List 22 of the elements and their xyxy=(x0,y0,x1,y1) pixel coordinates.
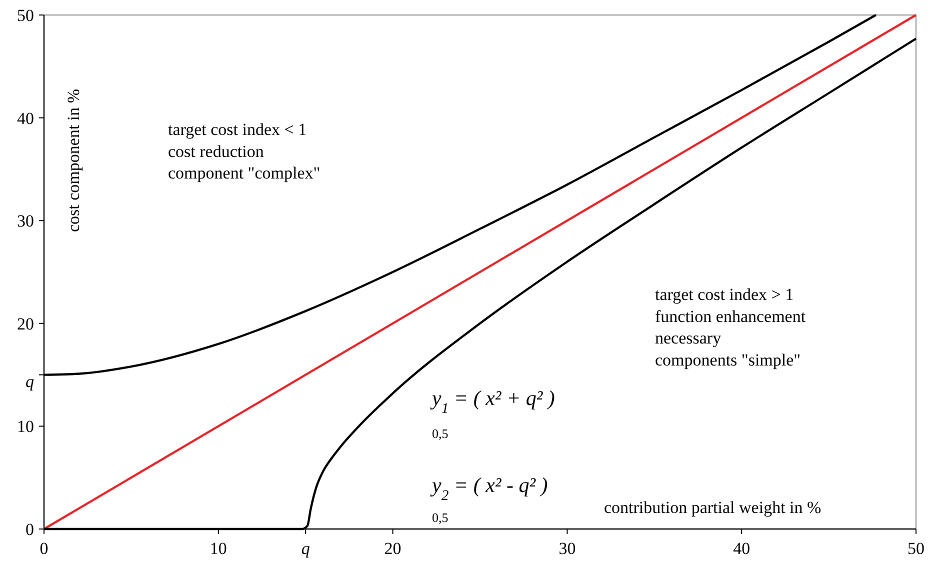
y-axis-title: cost component in % xyxy=(64,88,83,232)
annotation: target cost index < 1 cost reduction component "complex" xyxy=(168,120,320,183)
x-tick-label: 40 xyxy=(733,539,750,558)
y-tick-label: q xyxy=(26,372,34,391)
annotation: y$_{2}$ = ( x² - q² ) xyxy=(430,473,548,504)
y-tick-label: 20 xyxy=(17,314,34,334)
annotation: 0,5 xyxy=(432,510,448,525)
y-tick-label: 40 xyxy=(17,108,34,128)
x-tick-label: 20 xyxy=(384,539,402,558)
annotation: target cost index > 1 function enhancement necessary components "simple" xyxy=(655,285,806,370)
annotation: y$_{1}$ = ( x² + q² ) xyxy=(430,386,555,417)
x-tick-label: q xyxy=(301,539,310,558)
y-tick-label: 50 xyxy=(17,6,34,25)
x-tick-label: 30 xyxy=(558,539,576,558)
x-tick-label: 0 xyxy=(40,539,48,558)
x-axis-title: contribution partial weight in % xyxy=(604,498,822,517)
y-tick-label: 30 xyxy=(17,212,34,231)
annotation: 0,5 xyxy=(432,426,448,441)
y-tick-label: 0 xyxy=(26,520,34,539)
x-tick-label: 50 xyxy=(908,539,924,558)
x-tick-label: 10 xyxy=(210,539,227,558)
y-tick-label: 10 xyxy=(17,417,34,436)
